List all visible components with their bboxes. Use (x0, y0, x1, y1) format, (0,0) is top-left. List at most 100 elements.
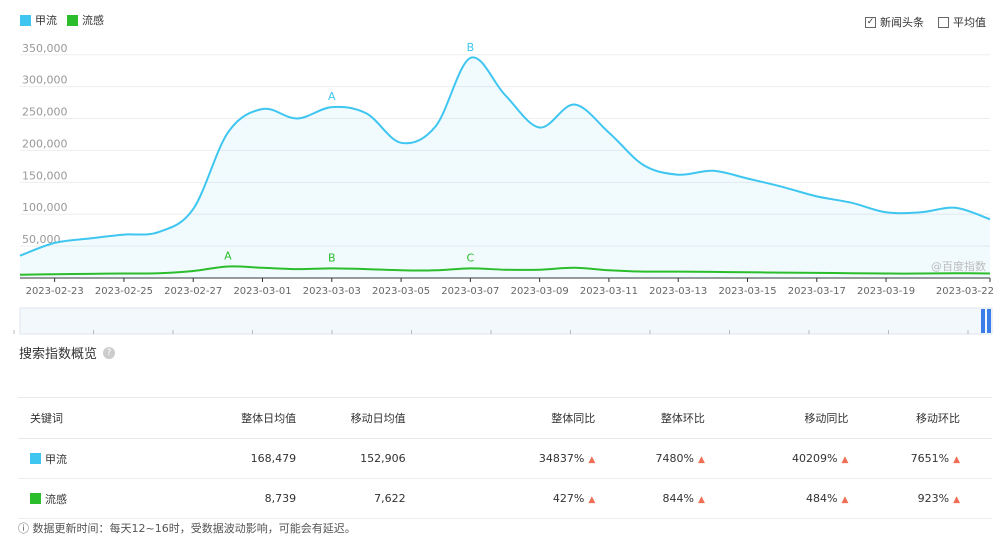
timeline-year-label: 2011 (0, 338, 28, 340)
value-text: 152,906 (360, 452, 406, 465)
help-icon[interactable]: ? (103, 346, 116, 359)
arrow-up-icon: ▲ (953, 495, 960, 505)
arrow-up-icon: ▲ (841, 495, 849, 505)
series-line-0 (19, 56, 991, 257)
x-tick-label: 2023-03-05 (372, 286, 430, 297)
value-cell: 7480% ▲ (596, 438, 706, 479)
col-mobile-yoy: 移动同比 (705, 397, 850, 439)
option-average[interactable]: 平均值 (938, 14, 986, 30)
x-tick-label: 2023-03-17 (788, 286, 846, 297)
value-text: 8,739 (264, 492, 297, 505)
value-text: 34837% (538, 452, 585, 465)
y-tick-label: 300,000 (22, 74, 68, 87)
timeline-year-label: 2019 (636, 338, 664, 340)
value-text: 844% (662, 492, 694, 505)
value-cell: 8,739 (176, 478, 298, 519)
timeline-year-label: 2012 (80, 338, 108, 340)
x-tick-label: 2023-03-09 (511, 286, 569, 297)
y-tick-label: 250,000 (22, 106, 68, 119)
y-tick-label: 350,000 (22, 42, 68, 55)
legend-item-jialiu[interactable]: 甲流 (20, 12, 57, 28)
x-tick-label: 2023-03-11 (580, 286, 638, 297)
timeline-year-label: 2016 (398, 338, 426, 340)
keyword-label: 流感 (45, 492, 67, 506)
value-text: 7480% (655, 452, 694, 465)
x-tick-label: 2023-02-25 (95, 286, 153, 297)
series-area-0 (20, 57, 990, 279)
arrow-up-icon: ▲ (588, 495, 596, 505)
value-cell: 923% ▲ (849, 478, 992, 519)
timeline-handle-left[interactable] (981, 309, 985, 333)
y-tick-label: 100,000 (22, 201, 68, 214)
watermark: @百度指数 (931, 259, 986, 273)
y-tick-label: 50,000 (22, 233, 61, 246)
col-overall-daily: 整体日均值 (176, 397, 298, 439)
annotation-label[interactable]: B (328, 251, 336, 264)
value-text: 923% (917, 492, 950, 505)
value-cell: 484% ▲ (705, 478, 850, 519)
x-tick-label: 2023-03-01 (233, 286, 291, 297)
timeline-year-label: 2017 (477, 338, 505, 340)
timeline-year-label: 2021 (795, 338, 823, 340)
legend-swatch-jialiu (20, 14, 31, 26)
value-text: 484% (806, 492, 838, 505)
keyword: 流感 (30, 491, 175, 507)
table-row: 流感 8,739 7,622 427% ▲ 844% ▲ 484% ▲ 923% ▲ (18, 478, 992, 519)
value-text: 7,622 (374, 492, 406, 505)
x-tick-label: 2023-03-15 (718, 286, 776, 297)
chart-options: ✓ 新闻头条 平均值 (865, 14, 986, 30)
arrow-up-icon: ▲ (841, 455, 849, 465)
overview-title: 搜索指数概览 ? (19, 343, 116, 362)
keyword-cell: 甲流 (18, 438, 177, 479)
value-cell: 7651% ▲ (849, 438, 992, 479)
legend-label-liugan: 流感 (82, 14, 104, 27)
timeline-handle-right[interactable] (987, 309, 991, 333)
overview-title-text: 搜索指数概览 (19, 347, 98, 362)
option-average-label: 平均值 (953, 16, 986, 29)
value-text: 7651% (910, 452, 950, 465)
timeline-year-label: 2023 (954, 338, 982, 340)
keyword: 甲流 (30, 451, 175, 467)
option-news-label: 新闻头条 (880, 16, 924, 29)
legend-label-jialiu: 甲流 (35, 14, 57, 27)
series-line-1 (19, 265, 991, 276)
keyword-label: 甲流 (45, 452, 67, 466)
x-tick-label: 2023-03-07 (441, 286, 499, 297)
keyword-cell: 流感 (18, 478, 177, 519)
arrow-up-icon: ▲ (588, 455, 596, 465)
col-keyword: 关键词 (18, 397, 177, 439)
annotation-label[interactable]: C (467, 251, 475, 264)
col-overall-yoy: 整体同比 (406, 397, 597, 439)
annotation-label[interactable]: A (224, 250, 232, 263)
x-tick-label: 2023-03-19 (857, 286, 915, 297)
timeline-range-bar[interactable] (19, 307, 993, 335)
y-tick-label: 200,000 (22, 137, 68, 150)
annotation-label[interactable]: A (328, 90, 336, 103)
x-tick-label: 2023-02-23 (26, 286, 84, 297)
value-cell: 7,622 (297, 478, 407, 519)
table-header-row: 关键词 整体日均值 移动日均值 整体同比 整体环比 移动同比 移动环比 (18, 397, 992, 439)
checkbox-checked-icon[interactable]: ✓ (865, 16, 876, 28)
timeline-year-label: 2022 (875, 338, 903, 340)
timeline-year-label: 2015 (318, 338, 346, 340)
value-cell: 427% ▲ (406, 478, 597, 519)
chart-legend: 甲流 流感 (20, 12, 104, 28)
arrow-up-icon: ▲ (697, 495, 705, 505)
legend-item-liugan[interactable]: 流感 (67, 12, 104, 28)
value-text: 168,479 (250, 452, 297, 465)
arrow-up-icon: ▲ (953, 455, 960, 465)
keyword-swatch (30, 453, 41, 464)
value-cell: 34837% ▲ (406, 438, 597, 479)
option-news-headlines[interactable]: ✓ 新闻头条 (865, 14, 924, 30)
timeline-year-label: 2013 (159, 338, 187, 340)
value-cell: 168,479 (176, 438, 298, 479)
keyword-swatch (30, 493, 41, 504)
checkbox-unchecked-icon[interactable] (938, 16, 949, 28)
timeline-year-label: 2014 (239, 338, 267, 340)
annotation-label[interactable]: B (467, 41, 475, 54)
value-text: 427% (552, 492, 585, 505)
value-cell: 152,906 (297, 438, 407, 479)
arrow-up-icon: ▲ (697, 455, 705, 465)
value-text: 40209% (792, 452, 838, 465)
timeline-year-label: 2020 (716, 338, 744, 340)
